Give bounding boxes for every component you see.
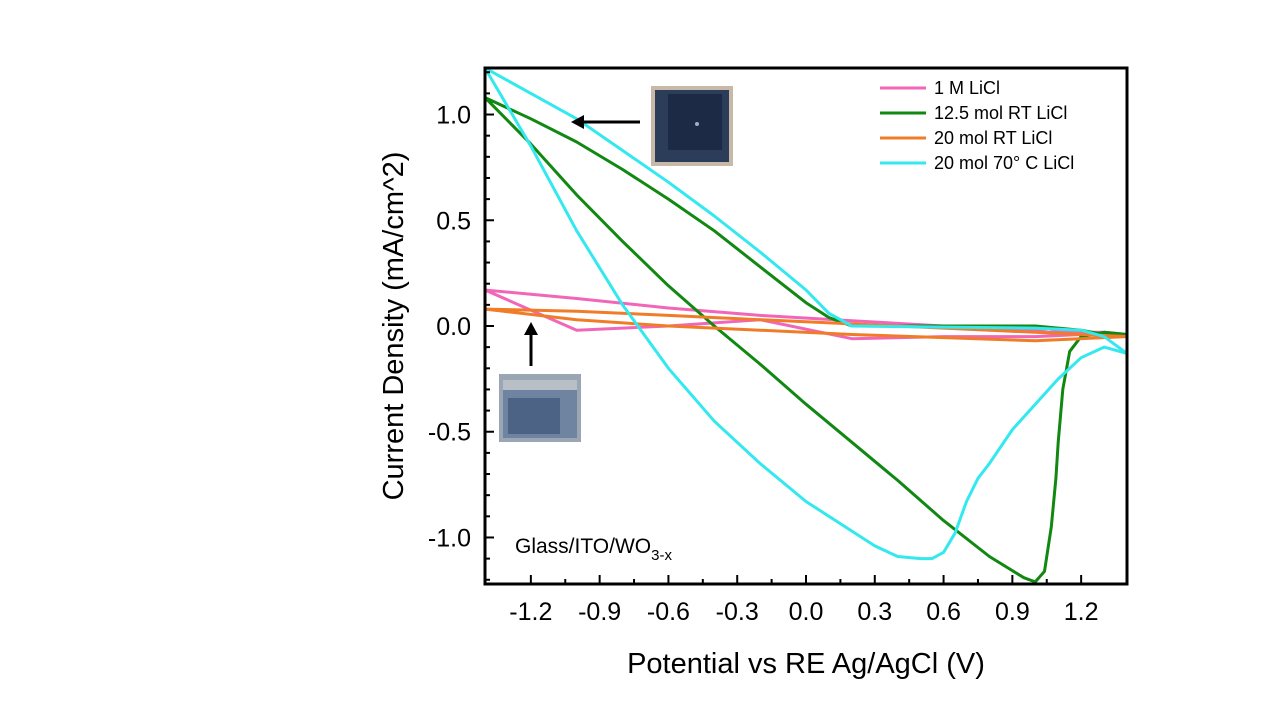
y-tick-label: 0.0 (436, 313, 471, 341)
y-axis-title: Current Density (mA/cm^2) (378, 152, 410, 501)
x-tick-label: 0.6 (926, 598, 961, 626)
x-tick-label: -0.3 (716, 598, 759, 626)
y-tick-label: 1.0 (436, 102, 471, 130)
y-tick-label: 0.5 (436, 207, 471, 235)
x-axis: -1.2 -0.9 -0.6 -0.3 0.0 0.3 0.6 0.9 1.2 (509, 575, 1099, 626)
sample-annotation: Glass/ITO/WO3-x (515, 535, 672, 564)
legend-label: 12.5 mol RT LiCl (934, 103, 1067, 123)
x-tick-label: 0.9 (995, 598, 1030, 626)
x-tick-label: 1.2 (1064, 598, 1099, 626)
y-axis: -1.0 -0.5 0.0 0.5 1.0 (428, 71, 494, 581)
x-axis-title: Potential vs RE Ag/AgCl (V) (627, 648, 985, 680)
legend-label: 20 mol 70° C LiCl (934, 153, 1074, 173)
arrow-up-icon (524, 322, 538, 366)
x-tick-label: -0.9 (578, 598, 621, 626)
sample-photo-dark (651, 86, 733, 166)
sample-photo-light (499, 374, 581, 442)
arrow-left-icon (571, 115, 640, 129)
x-tick-label: 0.0 (789, 598, 824, 626)
legend-label: 20 mol RT LiCl (934, 128, 1052, 148)
legend: 1 M LiCl 12.5 mol RT LiCl 20 mol RT LiCl 20… (880, 78, 1074, 173)
y-tick-label: -1.0 (428, 524, 471, 552)
x-tick-label: 0.3 (857, 598, 892, 626)
y-tick-label: -0.5 (428, 419, 471, 447)
plot-content (486, 69, 1126, 583)
x-tick-label: -0.6 (647, 598, 690, 626)
series-line-2 (486, 307, 1126, 343)
series-line-3 (486, 69, 1126, 561)
x-tick-label: -1.2 (509, 598, 552, 626)
legend-label: 1 M LiCl (934, 78, 1000, 98)
series-line-1 (486, 96, 1126, 583)
